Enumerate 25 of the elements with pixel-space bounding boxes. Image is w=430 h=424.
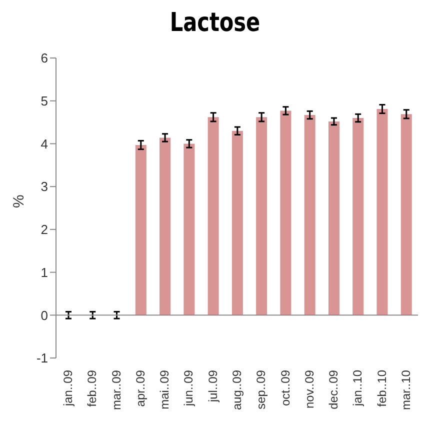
y-tick-label: 1 [40,264,48,280]
x-tick-label: sep..09 [254,370,268,410]
x-tick-label: apr..09 [133,370,148,407]
x-tick-label: mar..09 [109,370,124,410]
x-tick-label: jan..09 [61,370,76,408]
x-tick-label: mar..10 [398,370,413,410]
x-tick-label: mai..09 [158,370,172,410]
x-tick-label: dec..09 [326,370,341,410]
y-tick-label: -1 [36,350,48,366]
y-axis-title: % [10,194,28,208]
y-tick-label: 5 [40,93,48,108]
y-tick-label: 4 [40,136,48,152]
x-tick-label: feb..10 [374,370,389,407]
x-tick-label: feb..09 [85,370,100,407]
x-tick-label: nov..09 [302,370,316,408]
x-tick-label: jan..10 [350,370,365,408]
x-tick-label: jul..09 [206,370,220,404]
y-tick-label: 3 [40,179,48,194]
x-tick-label: jun..09 [182,370,196,408]
y-tick-label: 0 [40,308,48,323]
y-tick-label: 6 [40,50,48,66]
y-tick-label: 2 [40,222,48,238]
x-tick-label: oct..09 [278,370,292,406]
chart-title: Lactose [168,8,262,40]
x-tick-label: aug..09 [230,370,244,410]
